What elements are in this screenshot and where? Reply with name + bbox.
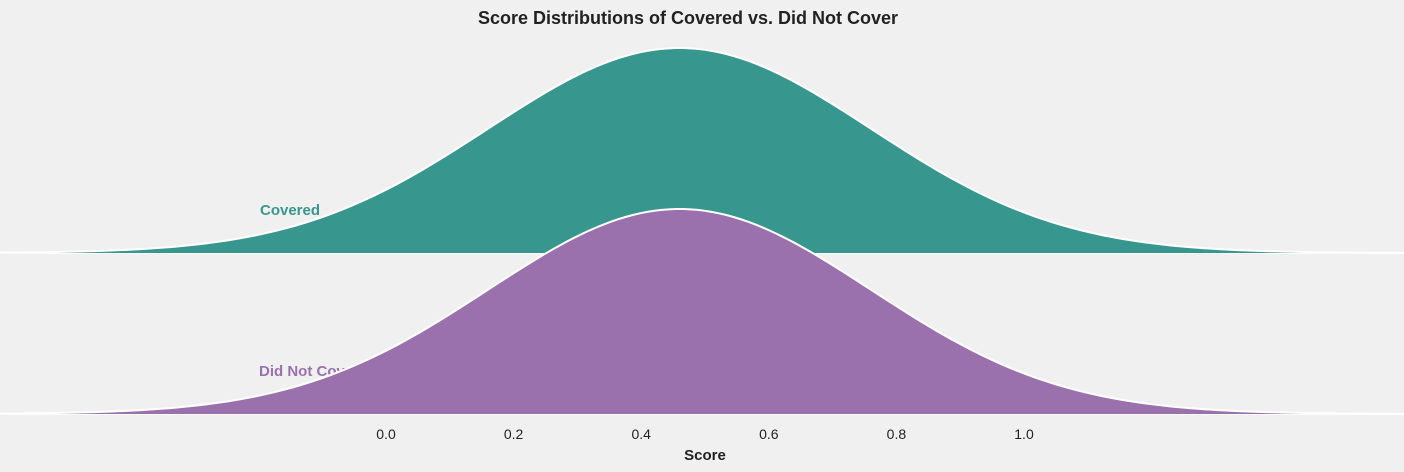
x-tick-label: 0.0 (376, 426, 396, 442)
x-tick-label: 0.8 (887, 426, 907, 442)
chart-title: Score Distributions of Covered vs. Did N… (478, 8, 898, 28)
ridge-area (0, 48, 1404, 253)
x-tick-label: 1.0 (1014, 426, 1034, 442)
x-tick-label: 0.2 (504, 426, 524, 442)
x-tick-label: 0.4 (631, 426, 651, 442)
ridge-outline (0, 47, 1404, 254)
x-tick-label: 0.6 (759, 426, 779, 442)
ridge-outline (0, 208, 1404, 415)
ridge-area (0, 209, 1404, 414)
x-axis-label: Score (684, 447, 726, 464)
ridge-did-not-cover: Did Not Cover (0, 208, 1404, 415)
series-label: Covered (260, 202, 320, 219)
x-axis-ticks: 0.0 0.2 0.4 0.6 0.8 1.0 (376, 426, 1034, 442)
